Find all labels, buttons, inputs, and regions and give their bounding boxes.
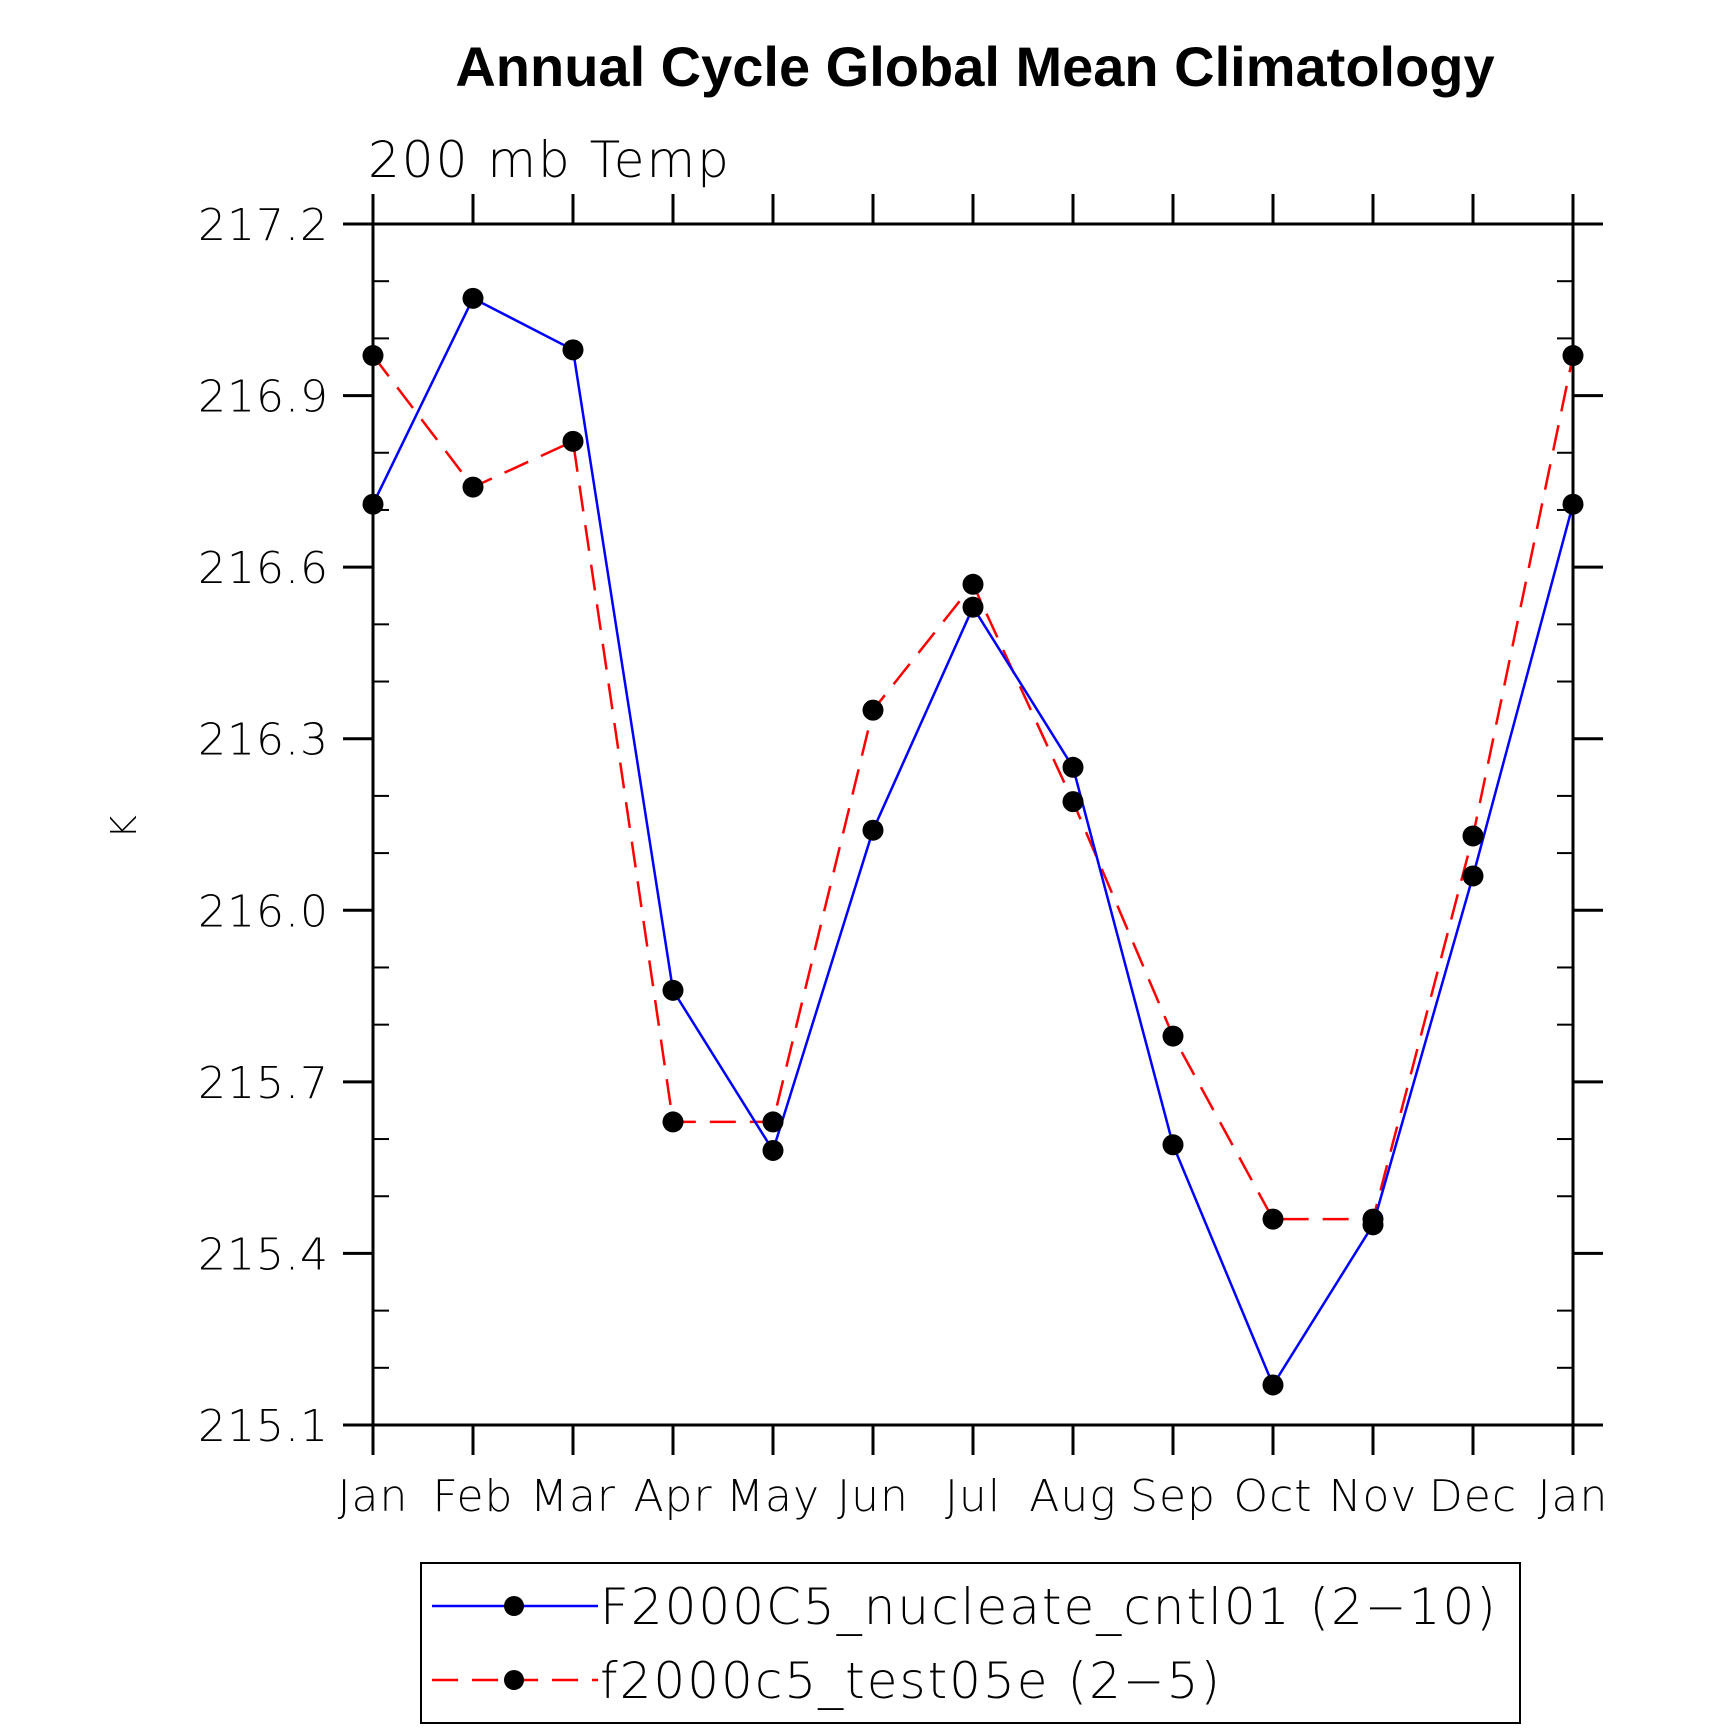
legend-label-series-1: F2000C5_nucleate_cntl01 (2−10): [600, 1578, 1498, 1636]
series-2-point: [1162, 1025, 1184, 1047]
series-layer: [362, 287, 1584, 1396]
x-tick-label: Jun: [837, 1471, 909, 1522]
y-tick-labels: 215.1 215.4 215.7 216.0 216.3 216.6 216.9 217.2: [198, 200, 329, 1452]
x-tick-label: Nov: [1329, 1471, 1418, 1522]
x-tick-labels: Jan Feb Mar Apr May Jun Jul Aug Sep Oct Nov Dec Jan: [338, 1471, 1609, 1522]
y-tick-label: 215.1: [198, 1401, 329, 1452]
series-2-point: [1062, 791, 1084, 813]
x-tick-label: Aug: [1029, 1471, 1116, 1522]
series-2-point: [1262, 1208, 1284, 1230]
x-tick-label: Jan: [338, 1471, 409, 1522]
series-2-point: [362, 345, 384, 367]
y-tick-label: 216.3: [198, 715, 329, 766]
legend-box: [420, 1562, 1521, 1724]
x-tick-label: Apr: [633, 1471, 712, 1522]
series-2-point: [1362, 1208, 1384, 1230]
series-2-point: [562, 430, 584, 452]
y-axis-label: K: [104, 815, 145, 839]
y-tick-label: 217.2: [198, 200, 329, 251]
series-2-point: [462, 476, 484, 498]
series-2-point: [962, 573, 984, 595]
plot-frame: [371, 222, 1575, 1427]
series-1-point: [1162, 1134, 1184, 1156]
legend-marker-series-2: [504, 1670, 524, 1690]
x-tick-label: May: [726, 1471, 820, 1522]
series-1-point: [1562, 493, 1584, 515]
axes-ticks: [343, 194, 1603, 1455]
chart-title: Annual Cycle Global Mean Climatology: [455, 35, 1494, 98]
series-2-point: [1462, 825, 1484, 847]
series-2-point: [762, 1111, 784, 1133]
series-2-point: [1562, 345, 1584, 367]
series-line-1: [371, 296, 1575, 1388]
x-tick-label: Sep: [1130, 1471, 1216, 1522]
series-2-point: [662, 1111, 684, 1133]
series-line-2: [372, 354, 1575, 1221]
x-tick-label: Mar: [530, 1471, 616, 1522]
series-1-point: [562, 339, 584, 361]
series-1-point: [462, 287, 484, 309]
x-tick-label: Dec: [1429, 1471, 1517, 1522]
x-tick-label: Feb: [433, 1471, 514, 1522]
series-1-point: [662, 979, 684, 1001]
series-2-point: [862, 699, 884, 721]
legend: F2000C5_nucleate_cntl01 (2−10) f2000c5_t…: [420, 1562, 1521, 1724]
y-tick-label: 216.9: [198, 372, 329, 423]
y-tick-label: 215.7: [198, 1058, 329, 1109]
series-1-point: [962, 596, 984, 618]
series-1-point: [862, 819, 884, 841]
x-tick-label: Jan: [1538, 1471, 1609, 1522]
y-tick-label: 216.0: [198, 886, 329, 937]
series-1-point: [1262, 1374, 1284, 1396]
series-1-point: [762, 1139, 784, 1161]
legend-label-series-2: f2000c5_test05e (2−5): [600, 1652, 1222, 1710]
series-1-point: [362, 493, 384, 515]
x-tick-label: Jul: [945, 1471, 1001, 1522]
series-1-point: [1462, 865, 1484, 887]
legend-marker-series-1: [504, 1596, 524, 1616]
y-tick-label: 215.4: [198, 1229, 329, 1280]
series-1-point: [1062, 756, 1084, 778]
y-tick-label: 216.6: [198, 543, 329, 594]
chart-subtitle: 200 mb Temp: [368, 131, 731, 189]
x-tick-label: Oct: [1233, 1471, 1312, 1522]
